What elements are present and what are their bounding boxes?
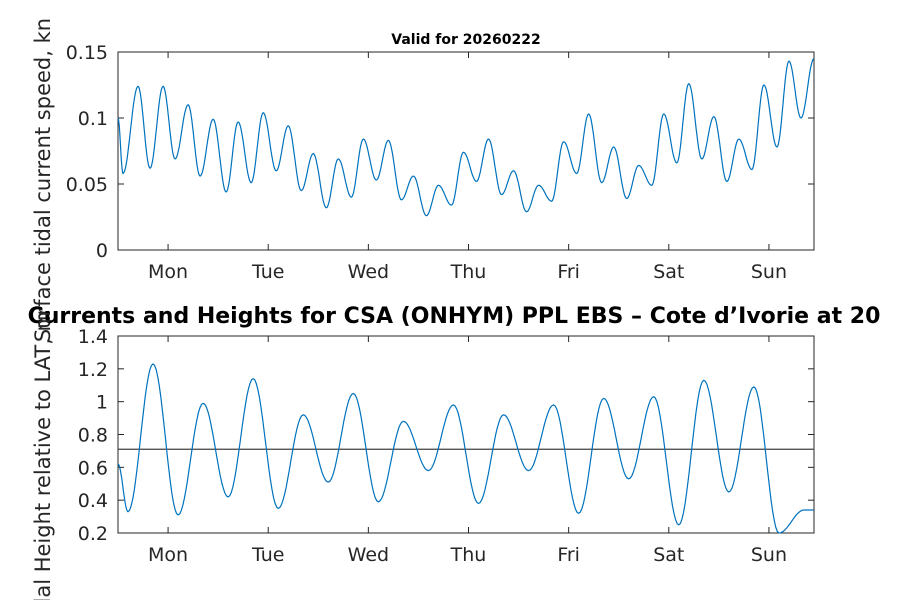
speed-x-tick-label: Sat	[653, 261, 684, 283]
height-x-tick-label: Sun	[751, 544, 787, 566]
speed-x-tick-label: Thu	[450, 261, 487, 283]
speed-y-tick-label: 0.1	[78, 108, 108, 130]
height-y-tick-label: 0.4	[78, 490, 108, 512]
speed-x-tick-label: Sun	[751, 261, 787, 283]
speed-chart-title: Valid for 20260222	[391, 32, 540, 48]
height-x-tick-label: Fri	[557, 544, 580, 566]
speed-y-axis-label: Surface tidal current speed, kn	[31, 18, 55, 342]
height-y-tick-label: 1.2	[78, 359, 108, 381]
speed-x-tick-label: Mon	[148, 261, 188, 283]
height-y-tick-label: 1	[96, 392, 108, 414]
speed-plot-area	[117, 51, 815, 251]
height-x-tick-label: Wed	[348, 544, 389, 566]
height-chart: 0.2 0.4 0.6 0.8 1 1.2 1.4 Mon Tue Wed Thu Fri Sat Su…	[31, 311, 815, 600]
height-x-tick-label: Mon	[148, 544, 188, 566]
height-y-tick-label: 0.8	[78, 425, 108, 447]
height-x-tick-label: Tue	[251, 544, 284, 566]
height-y-tick-label: 1.4	[78, 326, 108, 348]
height-x-tick-label: Sat	[653, 544, 684, 566]
height-y-tick-label: 0.6	[78, 457, 108, 479]
speed-x-tick-label: Fri	[557, 261, 580, 283]
speed-x-tick-label: Wed	[348, 261, 389, 283]
height-series-line	[117, 363, 814, 534]
height-y-tick-label: 0.2	[78, 523, 108, 545]
speed-y-tick-label: 0.15	[66, 42, 108, 64]
speed-y-tick-label: 0	[96, 240, 108, 262]
speed-chart: Valid for 20260222 0 0.05 0.1 0.15 Mon Tue We…	[31, 18, 815, 342]
speed-y-tick-label: 0.05	[66, 174, 108, 196]
height-x-tick-label: Thu	[450, 544, 487, 566]
speed-series-line	[117, 58, 815, 217]
height-y-axis-label: Tidal Height relative to LAT, m	[31, 311, 55, 600]
speed-x-tick-label: Tue	[251, 261, 284, 283]
figure-main-title: Currents and Heights for CSA (ONHYM) PPL…	[28, 304, 881, 329]
height-plot-area	[117, 335, 815, 534]
